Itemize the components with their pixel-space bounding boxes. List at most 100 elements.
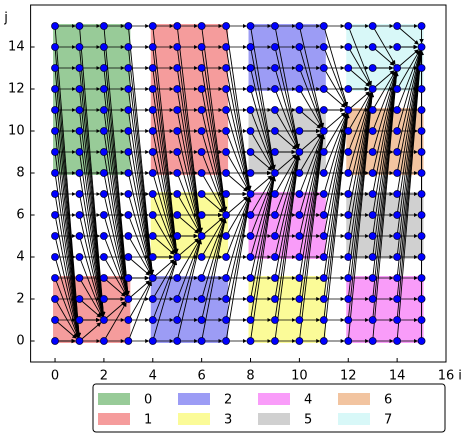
flow-arrow [176, 239, 201, 279]
grid-point [344, 337, 353, 345]
flow-arrow [323, 113, 348, 174]
flow-arrow [201, 218, 225, 258]
flow-arrow [250, 176, 276, 300]
points [51, 22, 426, 345]
flow-arrow [176, 193, 201, 233]
grid-point [368, 64, 377, 72]
legend-label: 5 [304, 413, 312, 428]
flow-arrow [103, 301, 126, 321]
flow-arrow [298, 134, 324, 195]
flow-arrow [79, 214, 105, 317]
grid-point [100, 295, 108, 303]
grid-point [197, 316, 206, 324]
grid-point [246, 85, 255, 93]
grid-point [148, 253, 157, 261]
grid-point [148, 106, 157, 114]
flow-arrow [298, 134, 325, 237]
flow-arrow [79, 298, 102, 318]
flow-arrow [201, 172, 225, 212]
grid-point [417, 337, 426, 345]
flow-arrow [103, 130, 130, 296]
flow-arrow [176, 130, 203, 233]
flow-arrow [127, 281, 152, 342]
flow-arrow [250, 109, 275, 170]
grid-point [124, 106, 133, 114]
flow-arrow [274, 88, 299, 149]
flow-arrow [225, 197, 252, 321]
grid-point [148, 64, 157, 72]
grid-point [51, 127, 59, 135]
flow-arrow [274, 130, 297, 150]
grid-point [417, 316, 426, 324]
flow-arrow [127, 281, 152, 321]
grid-point [197, 232, 206, 240]
grid-point [344, 274, 353, 282]
flow-arrow [201, 218, 227, 342]
grid-point [124, 190, 133, 198]
grid-point [148, 232, 157, 240]
flow-arrow [250, 67, 276, 170]
flow-arrow [347, 25, 372, 86]
grid-point [222, 232, 230, 240]
grid-point [124, 211, 133, 219]
grid-point [51, 64, 59, 72]
flow-arrow [323, 25, 349, 107]
grid-point [100, 148, 108, 156]
grid-point [295, 22, 304, 30]
grid-point [173, 295, 182, 303]
grid-point [124, 85, 133, 93]
grid-point [197, 85, 206, 93]
grid-point [271, 211, 279, 219]
grid-point [368, 148, 377, 156]
grid-point [417, 148, 426, 156]
grid-point [173, 22, 182, 30]
flow-arrow [201, 218, 227, 321]
grid-point [344, 148, 353, 156]
grid-point [100, 211, 108, 219]
grid-point [173, 190, 182, 198]
flow-arrow [54, 25, 82, 338]
grid-point [75, 85, 84, 93]
flow-arrow [79, 277, 103, 317]
grid-point [246, 64, 255, 72]
grid-point [173, 253, 182, 261]
grid-point [173, 169, 182, 177]
grid-point [319, 232, 328, 240]
grid-point [417, 190, 426, 198]
grid-point [295, 43, 304, 51]
x-tick-label: 12 [340, 369, 357, 384]
flow-arrow [225, 197, 252, 342]
grid-point [197, 337, 206, 345]
flow-arrow [347, 91, 371, 111]
y-axis-label: j [3, 11, 8, 26]
grid-point [246, 106, 255, 114]
flow-arrow [372, 71, 397, 132]
flow-arrow [127, 172, 154, 275]
grid-point [222, 253, 230, 261]
grid-point [246, 22, 255, 30]
flow-arrow [372, 71, 399, 237]
flow-arrow [372, 71, 396, 111]
grid-point [246, 190, 255, 198]
flow-arrow [127, 193, 153, 275]
flow-arrow [323, 113, 349, 195]
grid-point [417, 295, 426, 303]
grid-point [319, 274, 328, 282]
x-tick-label: 10 [291, 369, 308, 384]
grid-point [417, 64, 426, 72]
grid-point [393, 22, 402, 30]
grid-point [100, 316, 108, 324]
flow-arrow [225, 197, 249, 237]
axes: 0 2 4 6 8 10 12 14 16 0 2 4 6 8 10 12 14 [8, 40, 454, 384]
flow-arrow [347, 67, 371, 87]
flow-arrow [323, 112, 346, 132]
grid-point [197, 295, 206, 303]
flow-arrow [201, 218, 226, 300]
grid-point [75, 43, 84, 51]
flow-arrow [299, 109, 322, 129]
flow-arrow [152, 109, 179, 254]
flow-arrow [323, 113, 350, 321]
flow-arrow [396, 50, 423, 216]
flow-arrow [323, 113, 350, 279]
grid-point [319, 22, 328, 30]
